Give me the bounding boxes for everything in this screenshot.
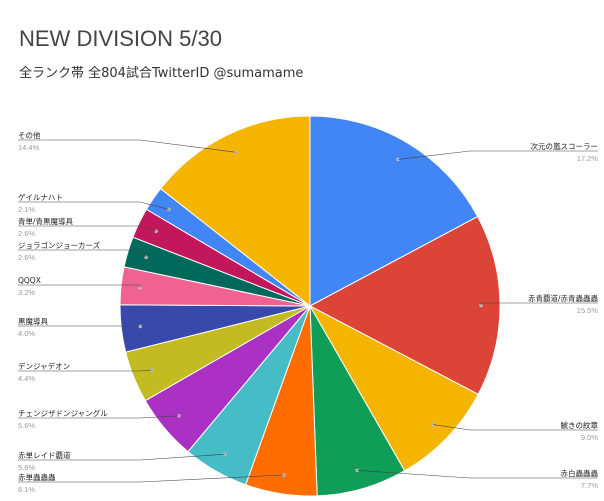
leader-line [18, 474, 284, 483]
slice-label: 赤単蟲蟲蟲 [18, 472, 56, 482]
slice-label: デンジャデオン [18, 361, 70, 371]
slice-label: QQQX [18, 276, 41, 285]
leader-line [18, 369, 152, 372]
leader-line [18, 415, 179, 419]
pie-slice [159, 115, 311, 308]
slice-label: ゲイルナハト [18, 193, 63, 202]
slice-percent: 7.7% [581, 481, 598, 490]
leader-dot [138, 324, 142, 329]
pie-slice [308, 215, 501, 396]
slice-percent: 15.5% [577, 306, 599, 315]
chart-title: NEW DIVISION 5/30 [19, 26, 222, 51]
slice-label: 赤白蟲蟲蟲 [561, 468, 599, 478]
leader-line [480, 302, 598, 306]
pie-slice [309, 305, 406, 497]
leader-line [18, 201, 169, 210]
pie-slice [308, 304, 479, 472]
leader-line [18, 454, 225, 461]
leader-line [433, 424, 598, 431]
slice-label: 青単/青黒魔導具 [18, 216, 74, 226]
leader-line [18, 139, 236, 153]
leader-line [18, 225, 157, 232]
leader-line [18, 249, 147, 258]
leader-line [18, 284, 141, 288]
slice-label: その他 [18, 130, 41, 140]
slice-percent: 4.0% [18, 329, 35, 338]
slice-percent: 17.2% [577, 154, 599, 163]
slice-percent: 2.6% [18, 253, 35, 262]
slice-label: 黒魔導具 [18, 316, 48, 326]
leader-line [357, 470, 598, 479]
pie-slice [309, 115, 479, 307]
slice-label: 次元の嵐スコーラー [531, 141, 599, 151]
leader-line [397, 150, 598, 160]
slice-label: 赤青覇道/赤青蟲蟲蟲 [528, 293, 599, 303]
slice-percent: 2.1% [18, 205, 35, 214]
slice-percent: 5.6% [18, 421, 35, 430]
slice-percent: 6.1% [18, 485, 35, 494]
slice-label: ジョラゴンジョーカーズ [18, 240, 101, 250]
slice-label: 鯱きの紋章 [561, 420, 599, 430]
chart-subtitle: 全ランク帯 全804試合TwitterID @sumamame [19, 66, 304, 81]
slice-percent: 5.6% [18, 463, 35, 472]
slice-label: チェンジザドンジャングル [18, 408, 108, 418]
slice-percent: 3.2% [18, 288, 35, 297]
slice-percent: 14.4% [18, 143, 40, 152]
slice-percent: 4.4% [18, 374, 35, 383]
slice-percent: 9.0% [581, 433, 598, 442]
slice-percent: 2.6% [18, 229, 35, 238]
slice-label: 赤単レイド覇道 [18, 450, 71, 460]
